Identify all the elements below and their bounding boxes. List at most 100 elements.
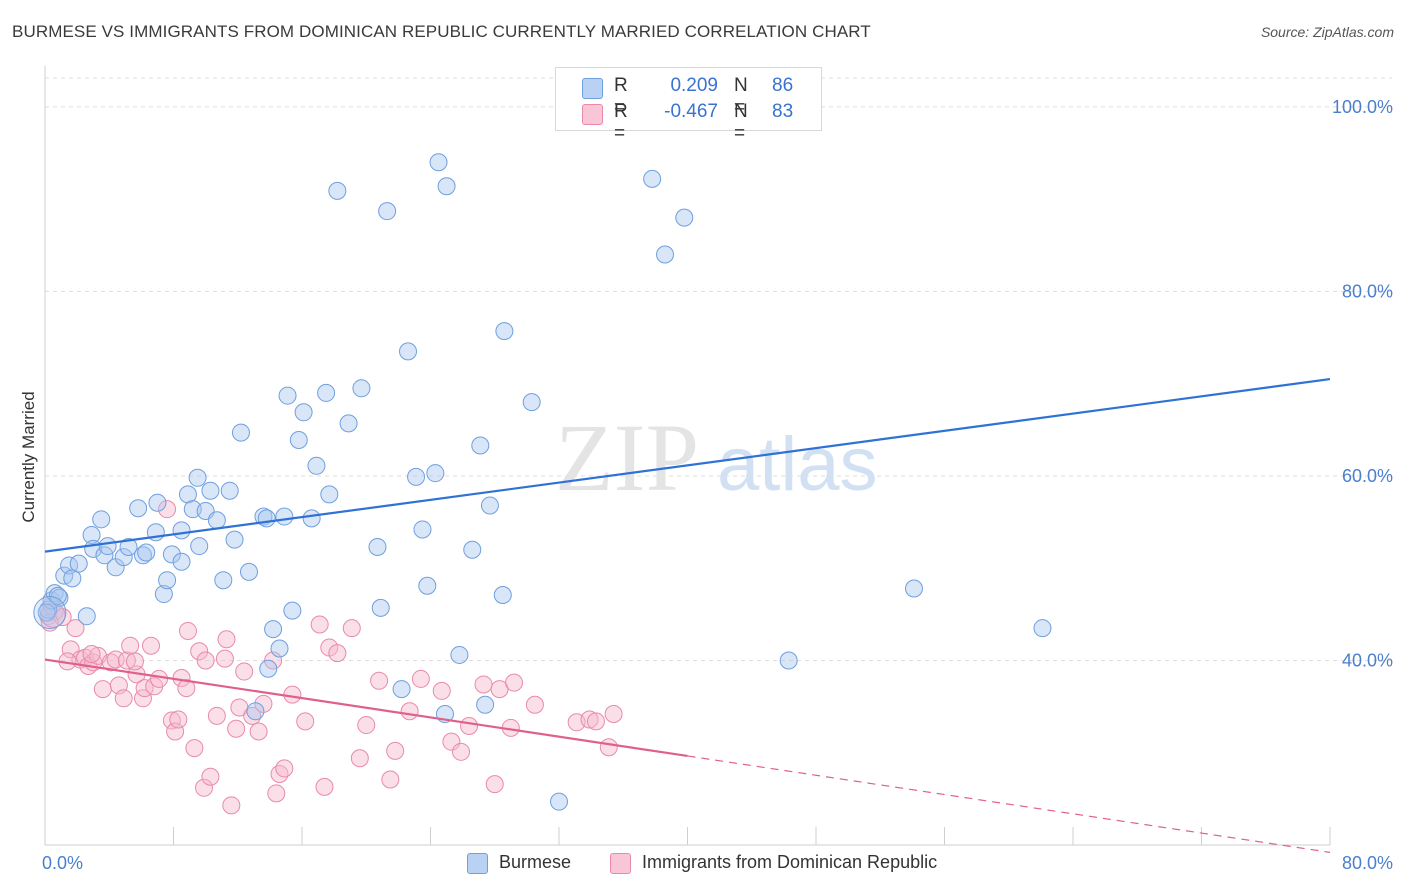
- data-point-dominican: [121, 636, 140, 655]
- data-point-burmese: [480, 496, 499, 515]
- data-point-burmese: [476, 695, 495, 714]
- legend-r-label: R =: [614, 75, 628, 118]
- data-point-burmese: [392, 680, 411, 699]
- data-point-burmese: [283, 601, 302, 620]
- legend-label-burmese: Burmese: [499, 852, 572, 872]
- data-point-dominican: [178, 621, 197, 640]
- data-point-burmese: [418, 576, 437, 595]
- data-point-dominican: [201, 767, 220, 786]
- data-point-dominican: [283, 685, 302, 704]
- trend-line-burmese: [44, 377, 1331, 553]
- legend-n-label: N =: [734, 75, 748, 118]
- series-burmese-points: [33, 153, 1052, 811]
- data-point-burmese: [48, 586, 67, 605]
- data-point-burmese: [69, 554, 88, 573]
- data-point-dominican: [93, 680, 112, 699]
- data-point-dominican: [400, 702, 419, 721]
- data-point-dominican: [342, 619, 361, 638]
- y-tick-label: 40.0%: [1342, 650, 1393, 670]
- data-point-burmese: [220, 481, 239, 500]
- data-point-burmese: [172, 552, 191, 571]
- y-tick-label: 60.0%: [1342, 466, 1393, 486]
- watermark: ZIP atlas: [555, 404, 878, 511]
- legend-label-dominican: Immigrants from Dominican Republic: [642, 852, 938, 872]
- data-point-burmese: [231, 423, 250, 442]
- chart-title: BURMESE VS IMMIGRANTS FROM DOMINICAN REP…: [12, 22, 871, 41]
- data-point-burmese: [190, 537, 209, 556]
- data-point-burmese: [317, 383, 336, 402]
- data-point-burmese: [98, 537, 117, 556]
- data-point-burmese: [656, 245, 675, 264]
- data-point-burmese: [429, 153, 448, 172]
- data-point-dominican: [604, 704, 623, 723]
- trend-line-dominican: [44, 658, 688, 758]
- series-legend: Burmese Immigrants from Dominican Republ…: [0, 852, 1406, 878]
- data-point-burmese: [137, 543, 156, 562]
- data-point-dominican: [162, 711, 181, 730]
- data-point-burmese: [522, 393, 541, 412]
- data-point-burmese: [426, 464, 445, 483]
- data-point-burmese: [162, 545, 181, 564]
- data-point-burmese: [129, 499, 148, 518]
- data-point-dominican: [296, 712, 315, 731]
- data-point-burmese: [904, 579, 923, 598]
- correlation-legend: R = 0.209 N = 86 R = -0.467 N = 83: [555, 67, 822, 144]
- data-point-dominican: [474, 675, 493, 694]
- data-point-dominican: [315, 777, 334, 796]
- x-tick-label: 0.0%: [42, 853, 83, 873]
- data-point-dominican: [196, 651, 215, 670]
- data-point-dominican: [166, 722, 185, 741]
- legend-swatch-dominican: [582, 104, 603, 125]
- data-point-dominican: [222, 796, 241, 815]
- data-point-dominican: [66, 619, 85, 638]
- data-point-burmese: [675, 208, 694, 227]
- data-point-dominican: [452, 742, 471, 761]
- data-point-burmese: [257, 509, 276, 528]
- data-point-burmese: [1033, 619, 1052, 638]
- data-point-burmese: [270, 639, 289, 658]
- data-point-dominican: [217, 630, 236, 649]
- watermark-zip: ZIP: [555, 404, 699, 511]
- data-point-dominican: [525, 695, 544, 714]
- data-point-burmese: [148, 493, 167, 512]
- data-point-burmese: [225, 530, 244, 549]
- data-point-dominican: [411, 669, 430, 688]
- data-point-burmese: [339, 414, 358, 433]
- data-point-burmese: [172, 521, 191, 540]
- data-point-burmese: [133, 546, 152, 565]
- data-point-burmese: [371, 598, 390, 617]
- data-point-dominican: [267, 784, 286, 803]
- data-point-burmese: [493, 585, 512, 604]
- data-point-dominican: [328, 644, 347, 663]
- data-point-burmese: [463, 540, 482, 559]
- data-point-burmese: [214, 571, 233, 590]
- data-point-burmese: [302, 509, 321, 528]
- legend-n-label: N =: [734, 101, 748, 144]
- data-point-burmese: [307, 456, 326, 475]
- data-point-burmese: [413, 520, 432, 539]
- data-point-burmese: [779, 651, 798, 670]
- data-point-dominican: [125, 652, 144, 671]
- legend-swatch-burmese: [467, 853, 488, 874]
- y-tick-label: 80.0%: [1342, 281, 1393, 301]
- data-point-burmese: [246, 702, 265, 721]
- legend-swatch-burmese: [582, 78, 603, 99]
- data-point-dominican: [190, 642, 209, 661]
- data-point-dominican: [350, 749, 369, 768]
- data-point-burmese: [178, 485, 197, 504]
- data-point-dominican: [114, 689, 133, 708]
- legend-r-value: 0.209: [670, 75, 718, 96]
- legend-n-value: 86: [772, 75, 794, 96]
- axes: [44, 66, 1331, 846]
- data-point-burmese: [114, 548, 133, 567]
- data-point-burmese: [399, 342, 418, 361]
- data-point-burmese: [471, 436, 490, 455]
- data-point-burmese: [201, 481, 220, 500]
- data-point-dominican: [169, 710, 188, 729]
- x-tick-label: 80.0%: [1342, 853, 1393, 873]
- data-point-dominican: [142, 636, 161, 655]
- data-point-burmese: [643, 169, 662, 188]
- data-point-dominican: [185, 739, 204, 758]
- data-point-dominican: [460, 716, 479, 735]
